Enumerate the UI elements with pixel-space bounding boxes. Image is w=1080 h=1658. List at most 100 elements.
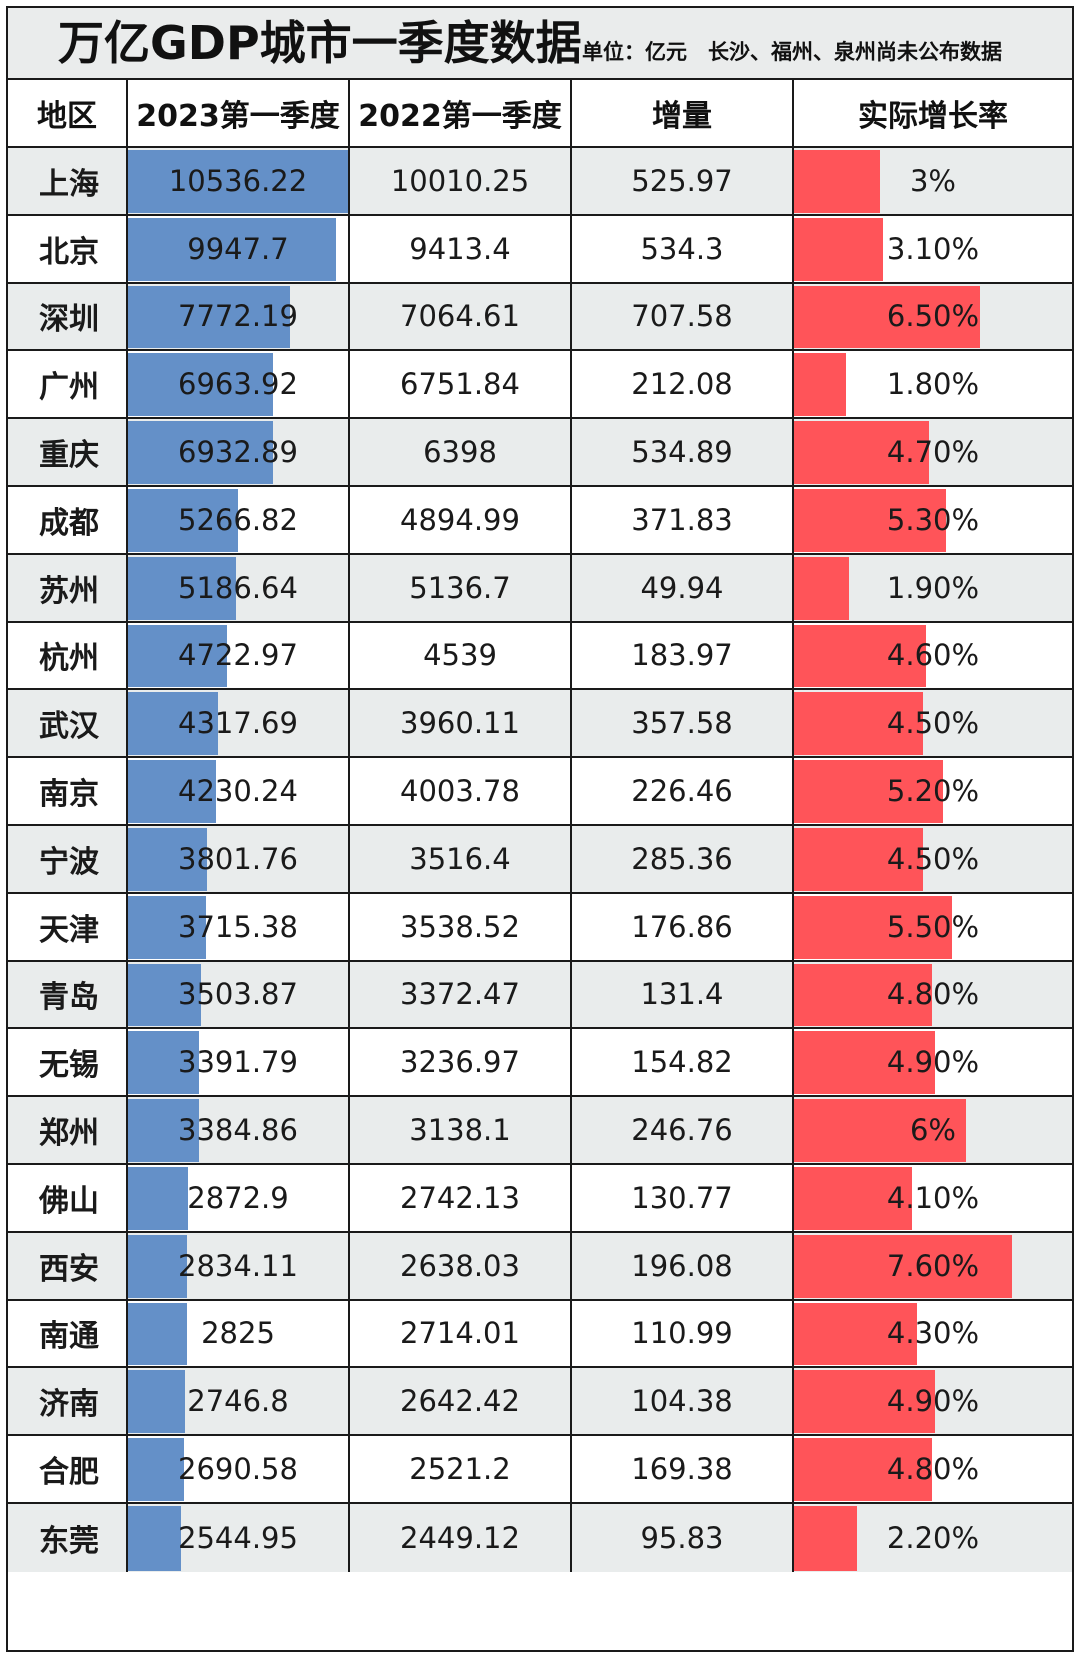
growth-rate-bar: [794, 353, 846, 417]
gdp-2022-value: 2638.03: [400, 1248, 520, 1283]
unit-note: 单位：亿元 长沙、福州、泉州尚未公布数据: [582, 40, 1002, 64]
increase-value: 226.46: [631, 774, 733, 809]
increase-cell: 226.46: [572, 758, 794, 824]
gdp-2023-value: 3391.79: [178, 1045, 298, 1080]
gdp-2023-bar: [128, 828, 208, 891]
increase-cell: 357.58: [572, 690, 794, 757]
gdp-2022-value: 2642.42: [400, 1384, 520, 1419]
growth-rate-cell: 4.70%: [794, 419, 1072, 485]
increase-cell: 285.36: [572, 826, 794, 892]
increase-cell: 104.38: [572, 1368, 794, 1435]
increase-cell: 246.76: [572, 1097, 794, 1163]
gdp-2023-value: 2872.9: [187, 1180, 289, 1215]
city-cell: 上海: [8, 148, 128, 214]
growth-rate-value: 4.80%: [886, 977, 980, 1012]
gdp-2022-cell: 3538.52: [350, 893, 572, 960]
gdp-2022-cell: 3372.47: [350, 961, 572, 1028]
gdp-2023-cell: 5186.64: [128, 554, 350, 621]
growth-rate-cell: 7.60%: [794, 1233, 1072, 1299]
gdp-2023-bar: [128, 1099, 199, 1162]
gdp-2023-bar: [128, 1302, 187, 1366]
growth-rate-bar: [794, 963, 932, 1027]
increase-cell: 196.08: [572, 1232, 794, 1299]
growth-rate-bar: [794, 421, 929, 484]
growth-rate-bar: [794, 1031, 935, 1095]
growth-rate-cell: 4.50%: [794, 690, 1072, 756]
gdp-2022-value: 10010.25: [390, 163, 530, 198]
gdp-2023-bar: [128, 150, 348, 213]
city-cell: 深圳: [8, 283, 128, 350]
table-row: 青岛 3503.87 3372.47 131.4 4.80%: [8, 961, 1072, 1030]
increase-cell: 183.97: [572, 622, 794, 689]
gdp-2023-value: 3503.87: [178, 977, 298, 1012]
city-cell: 广州: [8, 351, 128, 418]
gdp-2022-cell: 4003.78: [350, 758, 572, 824]
increase-cell: 110.99: [572, 1300, 794, 1367]
table-row: 北京 9947.7 9413.4 534.3 3.10%: [8, 215, 1072, 284]
gdp-2023-bar: [128, 760, 217, 823]
gdp-2023-bar: [128, 353, 274, 417]
table-row: 南京 4230.24 4003.78 226.46 5.20%: [8, 758, 1072, 826]
gdp-2023-cell: 9947.7: [128, 215, 350, 282]
gdp-2023-cell: 6932.89: [128, 419, 350, 485]
table-row: 上海 10536.22 10010.25 525.97 3%: [8, 148, 1072, 216]
increase-value: 707.58: [631, 299, 733, 334]
growth-rate-value: 4.10%: [886, 1180, 980, 1215]
growth-rate-cell: 1.90%: [794, 555, 1072, 621]
table-row: 天津 3715.38 3538.52 176.86 5.50%: [8, 893, 1072, 962]
gdp-2023-bar: [128, 1234, 188, 1298]
growth-rate-cell: 5.50%: [794, 894, 1072, 960]
gdp-2023-bar: [128, 285, 291, 349]
city-cell: 杭州: [8, 622, 128, 689]
growth-rate-bar: [794, 1099, 967, 1162]
increase-cell: 212.08: [572, 351, 794, 418]
city-cell: 佛山: [8, 1165, 128, 1231]
increase-value: 169.38: [631, 1452, 733, 1487]
city-cell: 西安: [8, 1232, 128, 1299]
increase-value: 525.97: [631, 163, 733, 198]
increase-value: 176.86: [631, 909, 733, 944]
gdp-2023-cell: 2872.9: [128, 1165, 350, 1231]
growth-rate-bar: [794, 828, 924, 891]
gdp-2023-bar: [128, 421, 273, 484]
increase-cell: 534.89: [572, 419, 794, 485]
table-row: 深圳 7772.19 7064.61 707.58 6.50%: [8, 283, 1072, 352]
growth-rate-value: 6%: [909, 1113, 956, 1148]
gdp-2023-cell: 2834.11: [128, 1232, 350, 1299]
gdp-2023-cell: 4230.24: [128, 758, 350, 824]
city-name: 武汉: [39, 709, 99, 745]
table-row: 广州 6963.92 6751.84 212.08 1.80%: [8, 351, 1072, 420]
gdp-2022-cell: 2449.12: [350, 1504, 572, 1572]
growth-rate-cell: 5.30%: [794, 487, 1072, 553]
growth-rate-cell: 4.60%: [794, 623, 1072, 689]
growth-rate-value: 4.80%: [886, 1452, 980, 1487]
city-cell: 武汉: [8, 690, 128, 757]
increase-cell: 707.58: [572, 283, 794, 350]
gdp-2023-value: 5186.64: [178, 570, 298, 605]
table-row: 无锡 3391.79 3236.97 154.82 4.90%: [8, 1029, 1072, 1098]
gdp-2023-value: 6932.89: [178, 435, 298, 470]
city-name: 北京: [39, 234, 99, 270]
header-increase: 增量: [572, 80, 794, 146]
gdp-2022-cell: 3138.1: [350, 1097, 572, 1163]
city-cell: 天津: [8, 893, 128, 960]
gdp-2022-cell: 7064.61: [350, 283, 572, 350]
gdp-2022-cell: 2642.42: [350, 1368, 572, 1435]
table-row: 东莞 2544.95 2449.12 95.83 2.20%: [8, 1504, 1072, 1572]
gdp-2023-bar: [128, 963, 202, 1027]
gdp-2022-value: 2742.13: [400, 1180, 520, 1215]
city-name: 合肥: [39, 1455, 99, 1491]
growth-rate-value: 4.70%: [886, 435, 980, 470]
growth-rate-bar: [794, 1506, 858, 1571]
increase-value: 371.83: [631, 502, 733, 537]
gdp-2023-value: 4230.24: [178, 774, 298, 809]
growth-rate-cell: 4.30%: [794, 1301, 1072, 1367]
growth-rate-value: 7.60%: [886, 1248, 980, 1283]
gdp-2023-value: 3715.38: [178, 909, 298, 944]
city-cell: 苏州: [8, 554, 128, 621]
gdp-2023-cell: 5266.82: [128, 487, 350, 553]
increase-value: 49.94: [640, 570, 724, 605]
city-name: 重庆: [39, 438, 99, 474]
gdp-2023-cell: 2746.8: [128, 1368, 350, 1435]
gdp-table-sheet: 万亿GDP城市一季度数据 单位：亿元 长沙、福州、泉州尚未公布数据 地区 2023…: [6, 6, 1074, 1652]
